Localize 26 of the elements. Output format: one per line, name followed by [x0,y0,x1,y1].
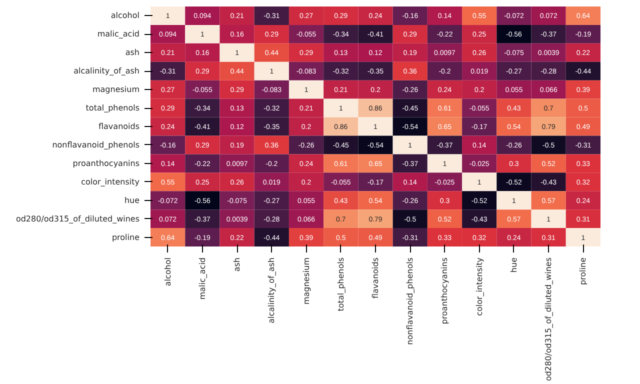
y-tick-label: color_intensity [81,177,140,186]
x-tick-label: alcalinity_of_ash [267,257,276,324]
x-tick-label: malic_acid [198,258,207,300]
x-tick-label: flavanoids [371,257,380,299]
y-tick-label: proanthocyanins [72,158,140,168]
y-tick-label: nonflavanoid_phenols [52,140,140,150]
x-tick-label: proline [578,257,588,286]
x-tick-label: proanthocyanins [440,257,450,324]
y-tick-label: total_phenols [86,104,140,113]
x-tick-label: alcohol [163,257,172,286]
y-tick-label: ash [125,48,140,58]
x-tick-label: nonflavanoid_phenols [406,257,415,345]
y-tick-label: alcalinity_of_ash [74,66,140,76]
x-tick-label: magnesium [302,257,311,305]
y-tick-label: malic_acid [97,30,140,39]
x-tick-label: hue [509,257,518,273]
y-tick-label: od280/od315_of_diluted_wines [16,214,140,224]
y-tick-label: flavanoids [98,122,140,131]
x-tick-label: total_phenols [336,258,346,312]
y-tick-label: hue [124,196,140,205]
x-tick-label: color_intensity [474,257,484,316]
x-tick-label: ash [232,258,242,272]
y-tick-label: proline [112,232,140,242]
x-tick-label: od280/od315_of_diluted_wines [544,258,554,382]
y-tick-label: magnesium [92,85,140,94]
y-tick-label: alcohol [110,11,140,20]
